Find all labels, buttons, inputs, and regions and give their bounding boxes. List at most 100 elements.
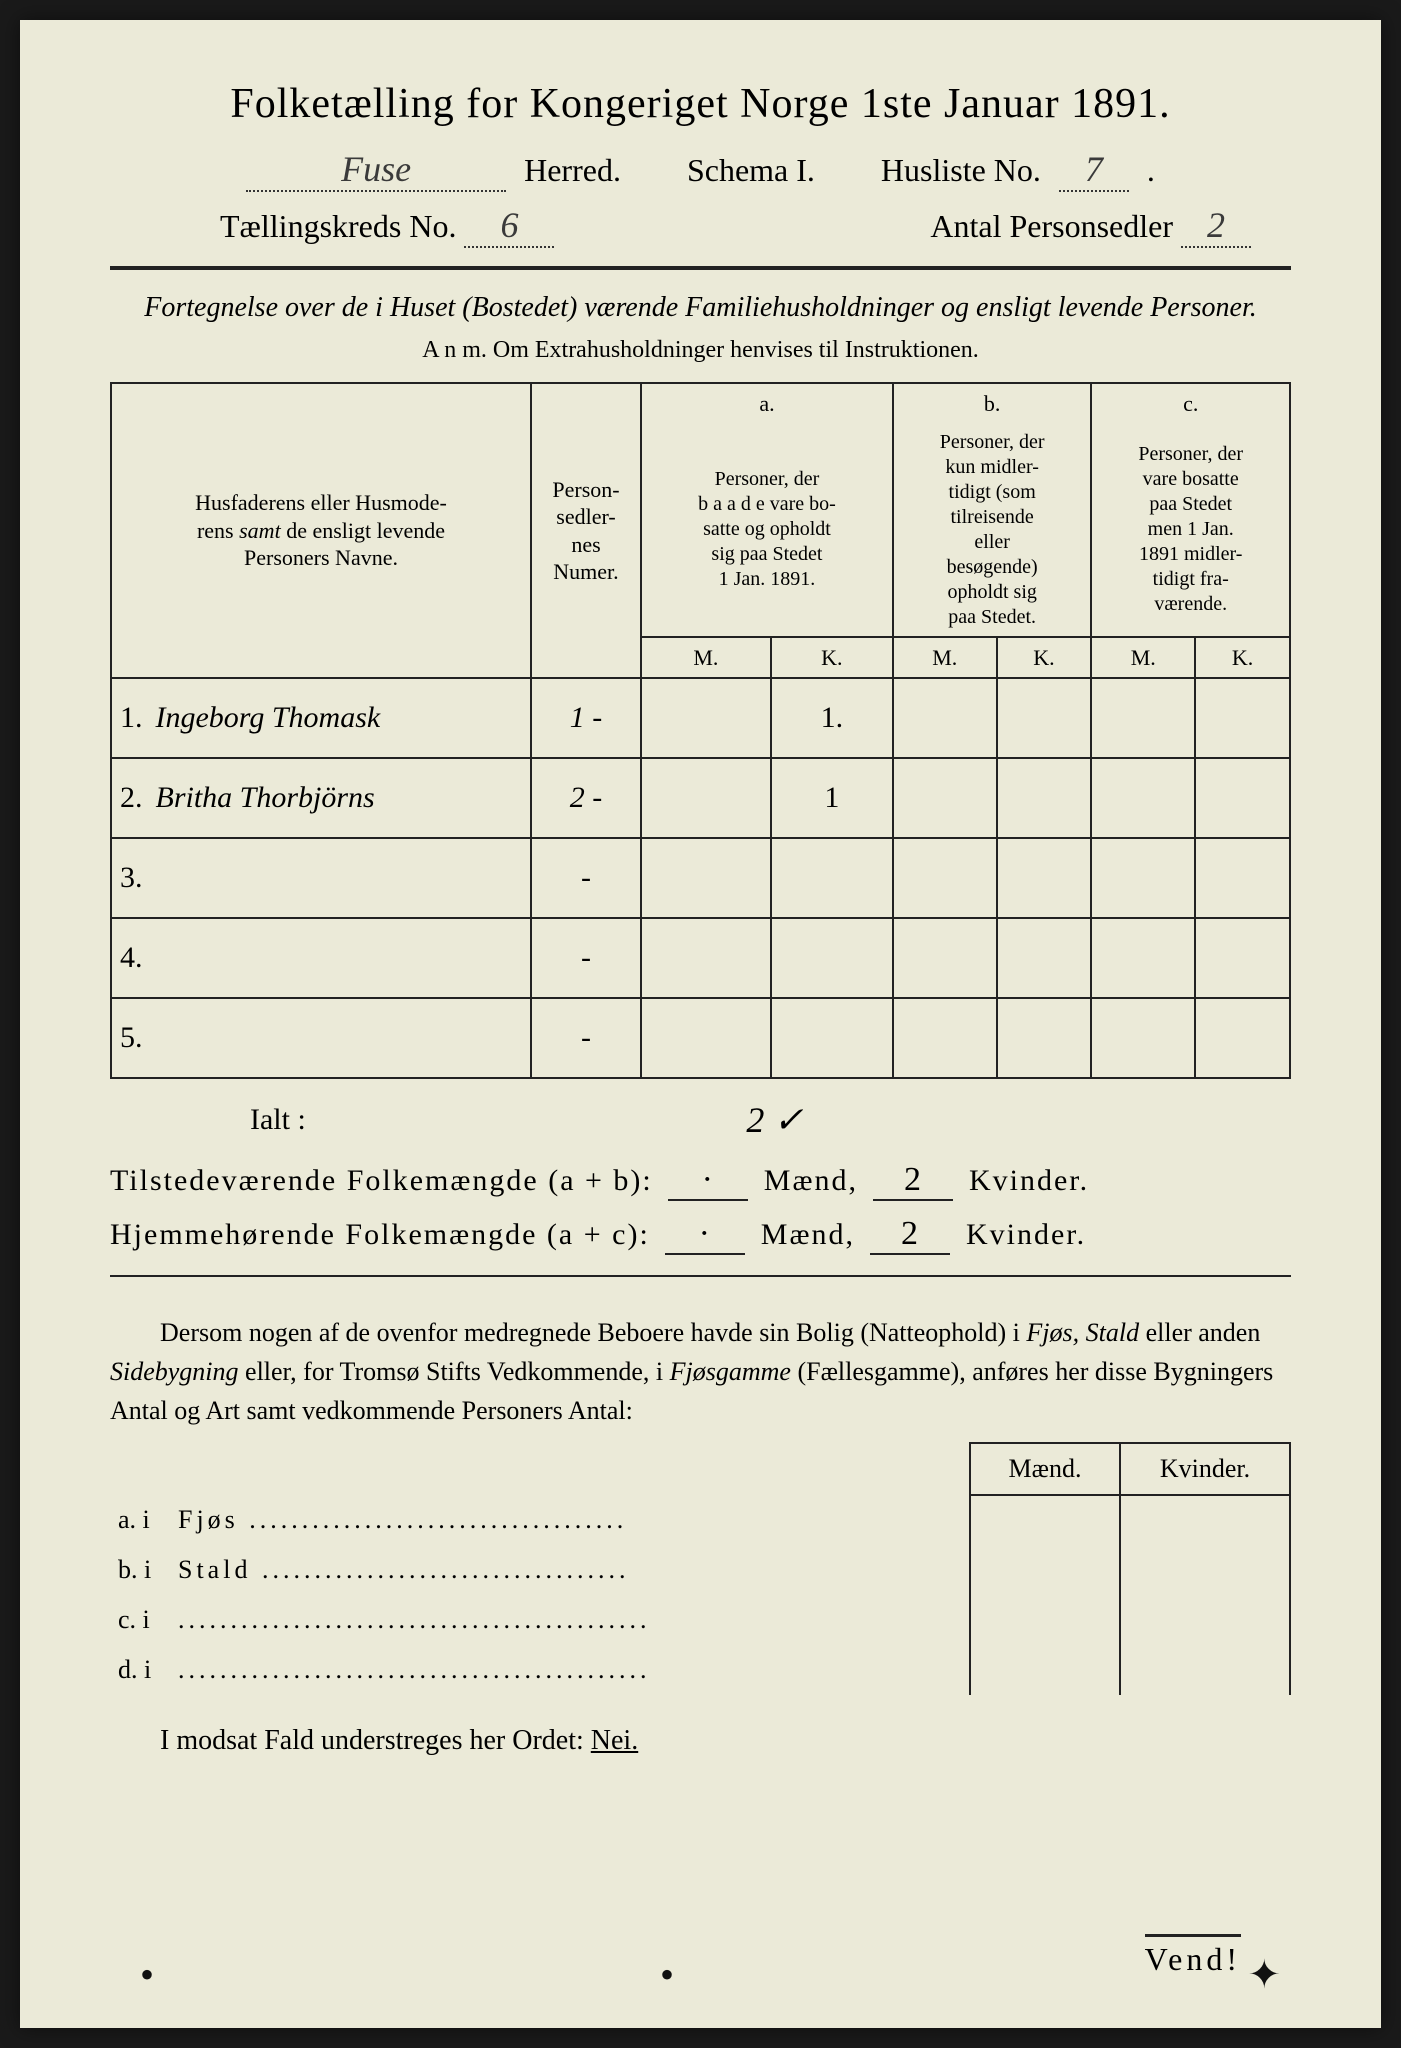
census-form-page: Folketælling for Kongeriget Norge 1ste J… — [20, 20, 1381, 2028]
name-cell: 5. — [111, 998, 531, 1078]
c-k-cell — [1195, 838, 1290, 918]
ps-cell: - — [531, 998, 641, 1078]
form-description: Fortegnelse over de i Huset (Bostedet) v… — [110, 288, 1291, 327]
divider — [110, 266, 1291, 270]
maend-label: Mænd, — [764, 1164, 858, 1197]
ialt-ak: 2 ✓ — [730, 1079, 820, 1141]
c-m-cell — [1091, 918, 1195, 998]
a-k-cell: 1. — [771, 678, 893, 758]
col-name-header: Husfaderens eller Husmode-rens samt de e… — [111, 383, 531, 678]
ps-cell: - — [531, 838, 641, 918]
sub-dots: ........................................… — [170, 1645, 970, 1695]
sub-dots: Fjøs ...................................… — [170, 1495, 970, 1545]
hole-mark: • — [660, 1951, 674, 1998]
total-ac-k: 2 — [870, 1215, 950, 1255]
maend-label-2: Mænd, — [761, 1218, 855, 1251]
sub-lbl: c. i — [110, 1595, 170, 1645]
sub-m — [970, 1645, 1120, 1695]
husliste-label: Husliste No. — [881, 152, 1041, 189]
antal-label: Antal Personsedler — [930, 208, 1173, 244]
ialt-label: Ialt : — [250, 1079, 530, 1141]
a-k: K. — [771, 637, 893, 679]
sub-k — [1120, 1545, 1290, 1595]
hole-mark: • — [140, 1951, 154, 1998]
col-a-desc: Personer, derb a a d e vare bo-satte og … — [641, 424, 893, 637]
ialt-row: Ialt : 2 ✓ — [110, 1079, 1291, 1141]
table-row: 2. Britha Thorbjörns2 -1 — [111, 758, 1290, 838]
b-m-cell — [893, 678, 997, 758]
totals-block: Tilstedeværende Folkemængde (a + b): · M… — [110, 1161, 1291, 1255]
herred-label: Herred. — [524, 152, 621, 189]
name-cell: 1. Ingeborg Thomask — [111, 678, 531, 758]
page-title: Folketælling for Kongeriget Norge 1ste J… — [110, 80, 1291, 128]
sub-k-header: Kvinder. — [1120, 1443, 1290, 1495]
total-ab-label: Tilstedeværende Folkemængde (a + b): — [110, 1164, 653, 1197]
c-m-cell — [1091, 678, 1195, 758]
schema-label: Schema I. — [687, 152, 815, 189]
a-k-cell — [771, 838, 893, 918]
husliste-value: 7 — [1059, 148, 1129, 192]
b-k-cell — [997, 758, 1092, 838]
ps-cell: 1 - — [531, 678, 641, 758]
sub-row: c. i....................................… — [110, 1595, 1290, 1645]
herred-value: Fuse — [246, 148, 506, 192]
col-b-desc: Personer, derkun midler-tidigt (somtilre… — [893, 424, 1092, 637]
anm-note: A n m. Om Extrahusholdninger henvises ti… — [110, 337, 1291, 364]
total-ac-m: · — [665, 1215, 745, 1255]
c-m-cell — [1091, 838, 1195, 918]
a-m-cell — [641, 918, 771, 998]
c-m-cell — [1091, 998, 1195, 1078]
sub-k — [1120, 1495, 1290, 1545]
b-k: K. — [997, 637, 1092, 679]
sub-lbl: b. i — [110, 1545, 170, 1595]
kvinder-label: Kvinder. — [969, 1164, 1089, 1197]
sub-k — [1120, 1645, 1290, 1695]
b-m-cell — [893, 838, 997, 918]
kreds-value: 6 — [464, 204, 554, 248]
a-m-cell — [641, 678, 771, 758]
kreds-label: Tællingskreds No. — [220, 208, 456, 244]
b-k-cell — [997, 998, 1092, 1078]
a-m-cell — [641, 838, 771, 918]
a-m-cell — [641, 998, 771, 1078]
a-m-cell — [641, 758, 771, 838]
nei-word: Nei. — [591, 1725, 638, 1756]
antal-value: 2 — [1181, 204, 1251, 248]
table-row: 4. - — [111, 918, 1290, 998]
b-m-cell — [893, 918, 997, 998]
c-m-cell — [1091, 758, 1195, 838]
c-m: M. — [1091, 637, 1195, 679]
total-ab-k: 2 — [873, 1161, 953, 1201]
c-k: K. — [1195, 637, 1290, 679]
hole-mark: ✦ — [1247, 1951, 1281, 1998]
total-ab-m: · — [668, 1161, 748, 1201]
sub-m-header: Mænd. — [970, 1443, 1120, 1495]
name-cell: 2. Britha Thorbjörns — [111, 758, 531, 838]
sub-m — [970, 1545, 1120, 1595]
c-k-cell — [1195, 678, 1290, 758]
b-k-cell — [997, 838, 1092, 918]
fjøs-paragraph: Dersom nogen af de ovenfor medregnede Be… — [110, 1313, 1291, 1430]
sub-dots: ........................................… — [170, 1595, 970, 1645]
table-row: 1. Ingeborg Thomask1 - 1. — [111, 678, 1290, 758]
b-k-cell — [997, 918, 1092, 998]
sub-dots: Stald ..................................… — [170, 1545, 970, 1595]
col-ps-header: Person-sedler-nesNumer. — [531, 383, 641, 678]
table-row: 5. - — [111, 998, 1290, 1078]
name-cell: 4. — [111, 918, 531, 998]
b-m-cell — [893, 758, 997, 838]
header-line-1: Fuse Herred. Schema I. Husliste No. 7 . — [110, 148, 1291, 192]
col-c-top: c. — [1091, 383, 1290, 424]
nei-prefix: I modsat Fald understreges her Ordet: — [160, 1725, 591, 1756]
sub-row: d. i....................................… — [110, 1645, 1290, 1695]
table-row: 3. - — [111, 838, 1290, 918]
c-k-cell — [1195, 918, 1290, 998]
b-m-cell — [893, 998, 997, 1078]
c-k-cell — [1195, 998, 1290, 1078]
sub-table: Mænd. Kvinder. a. iFjøs ................… — [110, 1442, 1291, 1695]
b-m: M. — [893, 637, 997, 679]
sub-row: a. iFjøs ...............................… — [110, 1495, 1290, 1545]
b-k-cell — [997, 678, 1092, 758]
col-c-desc: Personer, dervare bosattepaa Stedetmen 1… — [1091, 424, 1290, 637]
sub-lbl: d. i — [110, 1645, 170, 1695]
